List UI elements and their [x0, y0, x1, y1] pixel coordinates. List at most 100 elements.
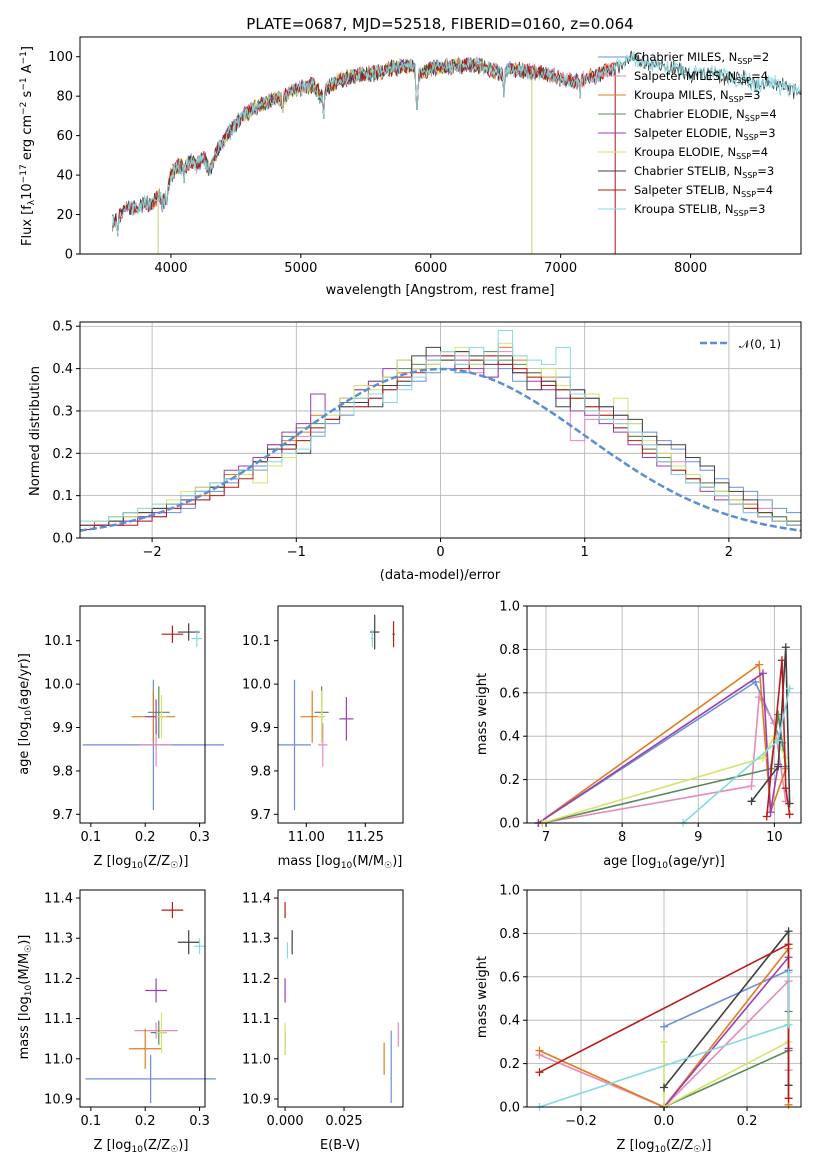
- z-weight-axes: −0.2 0.0 0.2 0.0 0.2 0.4 0.6 0.8 1.0: [499, 884, 802, 1129]
- z-weight-x-label: Z [log10(Z/Z☉)]: [617, 1138, 712, 1155]
- z-vs-mass-y-tick-label: 10.9: [44, 1092, 73, 1107]
- errorbar-salpeter-stelib: [161, 902, 184, 919]
- spectrum-frame: [79, 36, 802, 255]
- spectrum-x-tick-label: 5000: [284, 261, 317, 276]
- weight-marker-salpeter-miles: [747, 782, 756, 791]
- mass-vs-age-x-tick-label: 11.00: [288, 830, 325, 845]
- spectrum-marks: [112, 50, 802, 254]
- weight-marker-kroupa-miles: [535, 1046, 544, 1055]
- ebv-mass-axes: 0.000 0.025 10.9 11.0 11.1 11.2 11.3 11.4: [242, 889, 404, 1129]
- z-vs-weight-y-tick-label: 1.0: [499, 884, 520, 899]
- spectrum-y-tick-label: 80: [56, 90, 73, 105]
- age-vs-weight-y-tick-label: 0.8: [499, 643, 520, 658]
- z-vs-mass-x-tick-label: 0.1: [81, 1114, 102, 1129]
- legend-label-kroupa-elodie: Kroupa ELODIE, NSSP=4: [634, 145, 768, 161]
- z-mass-panel: 0.1 0.2 0.3 10.9 11.0 11.1 11.2 11.3 11.4 Z [log…: [17, 889, 216, 1155]
- legend-label-chabrier-elodie: Chabrier ELODIE, NSSP=4: [634, 107, 777, 123]
- z-vs-age-frame: [79, 605, 206, 824]
- weight-line-salpeter-elodie: [537, 671, 779, 824]
- weight-marker-salpeter-elodie: [758, 669, 767, 678]
- z-age-axes: 0.1 0.2 0.3 9.7 9.8 9.9 10.0 10.1: [44, 605, 210, 845]
- ebv-vs-mass-y-tick-label: 11.0: [242, 1052, 271, 1067]
- errorbar-kroupa-stelib: [194, 938, 205, 955]
- spectrum-y-tick-label: 100: [48, 50, 73, 65]
- z-vs-mass-y-tick-label: 11.2: [44, 972, 73, 987]
- legend-label-salpeter-elodie: Salpeter ELODIE, NSSP=3: [634, 126, 776, 142]
- errorbar-chabrier-stelib: [369, 614, 380, 650]
- z-vs-weight-x-tick-label: 0.0: [654, 1114, 675, 1129]
- age-vs-weight-y-tick-label: 0.0: [499, 817, 520, 832]
- ebv-mass-x-label: E(B-V): [320, 1138, 360, 1153]
- spectrum-x-tick-label: 8000: [674, 261, 707, 276]
- errorbar-salpeter-miles: [318, 723, 328, 767]
- histogram-kroupa-stelib: [80, 330, 801, 526]
- z-age-panel: 0.1 0.2 0.3 9.7 9.8 9.9 10.0 10.1 Z [log10(Z/Z☉…: [17, 605, 225, 871]
- weight-marker-chabrier-stelib: [747, 797, 756, 806]
- z-vs-age-x-tick-label: 0.2: [135, 830, 156, 845]
- residuals-y-tick-label: 0.3: [52, 404, 73, 419]
- z-age-x-label: Z [log10(Z/Z☉)]: [94, 854, 189, 871]
- weight-marker-chabrier-stelib: [781, 643, 790, 652]
- errorbar-chabrier-stelib: [177, 930, 200, 955]
- errorbar-kroupa-stelib: [191, 629, 203, 648]
- weight-marker-chabrier-stelib: [784, 927, 793, 936]
- legend-label-salpeter-stelib: Salpeter STELIB, NSSP=4: [634, 183, 773, 199]
- errorbar-salpeter-stelib: [392, 621, 395, 648]
- normal-curve: [79, 367, 802, 532]
- z-vs-age-y-tick-label: 10.0: [44, 678, 73, 693]
- mass-vs-age-y-tick-label: 9.8: [250, 764, 271, 779]
- legend-label-salpeter-miles: Salpeter MILES, NSSP=4: [634, 69, 768, 85]
- age-vs-weight-x-tick-label: 9: [694, 830, 702, 845]
- spectrum-title: PLATE=0687, MJD=52518, FIBERID=0160, z=0…: [246, 15, 633, 33]
- z-vs-mass-x-tick-label: 0.2: [135, 1114, 156, 1129]
- legend-label-chabrier-stelib: Chabrier STELIB, NSSP=3: [634, 164, 774, 180]
- age-vs-weight-x-tick-label: 10: [766, 830, 783, 845]
- ebv-vs-mass-y-tick-label: 11.1: [242, 1012, 271, 1027]
- z-vs-mass-y-tick-label: 11.3: [44, 932, 73, 947]
- z-vs-age-y-tick-label: 9.7: [52, 808, 73, 823]
- z-age-y-label: age [log10(age/yr)]: [17, 653, 34, 775]
- z-vs-weight-y-tick-label: 0.6: [499, 970, 520, 985]
- errorbar-chabrier-elodie: [147, 686, 170, 739]
- residuals-x-tick-label: −1: [287, 545, 306, 560]
- z-vs-weight-x-tick-label: −0.2: [565, 1114, 597, 1129]
- residuals-panel: −2 −1 0 1 2 0.0 0.1 0.2 0.3 0.4 0.5 (data-model)/e…: [28, 320, 802, 583]
- spectrum-axes: 4000 5000 6000 7000 8000 0 20 40 60 80 100: [48, 36, 802, 276]
- ebv-vs-mass-y-tick-label: 11.4: [242, 892, 271, 907]
- z-vs-age-y-tick-label: 10.1: [44, 634, 73, 649]
- errorbar-kroupa-elodie: [156, 694, 167, 739]
- errorbar-kroupa-elodie: [156, 1012, 167, 1053]
- z-mass-x-label: Z [log10(Z/Z☉)]: [94, 1138, 189, 1155]
- mass-age-panel: 11.00 11.25 9.7 9.8 9.9 10.0 10.1 mass [log10(…: [242, 605, 404, 871]
- weight-marker-salpeter-stelib: [785, 810, 794, 819]
- z-age-marks: [82, 623, 225, 810]
- z-weight-marks: [535, 927, 793, 1111]
- errorbar-chabrier-miles: [278, 679, 312, 810]
- weight-marker-kroupa-elodie: [660, 1037, 668, 1046]
- age-weight-axes: 7 8 9 10 0.0 0.2 0.4 0.6 0.8 1.0: [499, 600, 802, 845]
- histogram-chabrier-miles: [80, 363, 801, 530]
- residuals-x-tick-label: 1: [581, 545, 589, 560]
- weight-marker-chabrier-stelib: [785, 799, 794, 808]
- z-weight-y-label: mass weight: [475, 956, 490, 1038]
- age-vs-weight-y-tick-label: 0.6: [499, 686, 520, 701]
- residuals-y-label: Normed distribution: [28, 366, 43, 496]
- age-vs-weight-y-tick-label: 0.2: [499, 773, 520, 788]
- legend-label-kroupa-stelib: Kroupa STELIB, NSSP=3: [634, 202, 765, 218]
- mass-age-marks: [278, 614, 395, 810]
- weight-line-chabrier-miles: [663, 969, 789, 1028]
- mass-vs-age-y-tick-label: 10.0: [242, 678, 271, 693]
- z-vs-age-y-tick-label: 9.8: [52, 764, 73, 779]
- ebv-vs-mass-frame: [277, 889, 404, 1108]
- spectrum-legend: Chabrier MILES, NSSP=2 Salpeter MILES, NS…: [598, 50, 777, 218]
- spectrum-x-tick-label: 6000: [414, 261, 447, 276]
- ebv-mass-marks: [284, 902, 399, 1103]
- spectrum-x-tick-label: 4000: [154, 261, 187, 276]
- spectrum-panel: PLATE=0687, MJD=52518, FIBERID=0160, z=0…: [19, 15, 802, 298]
- spectrum-x-tick-label: 7000: [544, 261, 577, 276]
- age-vs-weight-x-tick-label: 7: [542, 830, 550, 845]
- residuals-y-tick-label: 0.0: [52, 532, 73, 547]
- spectrum-y-tick-label: 0: [65, 248, 73, 263]
